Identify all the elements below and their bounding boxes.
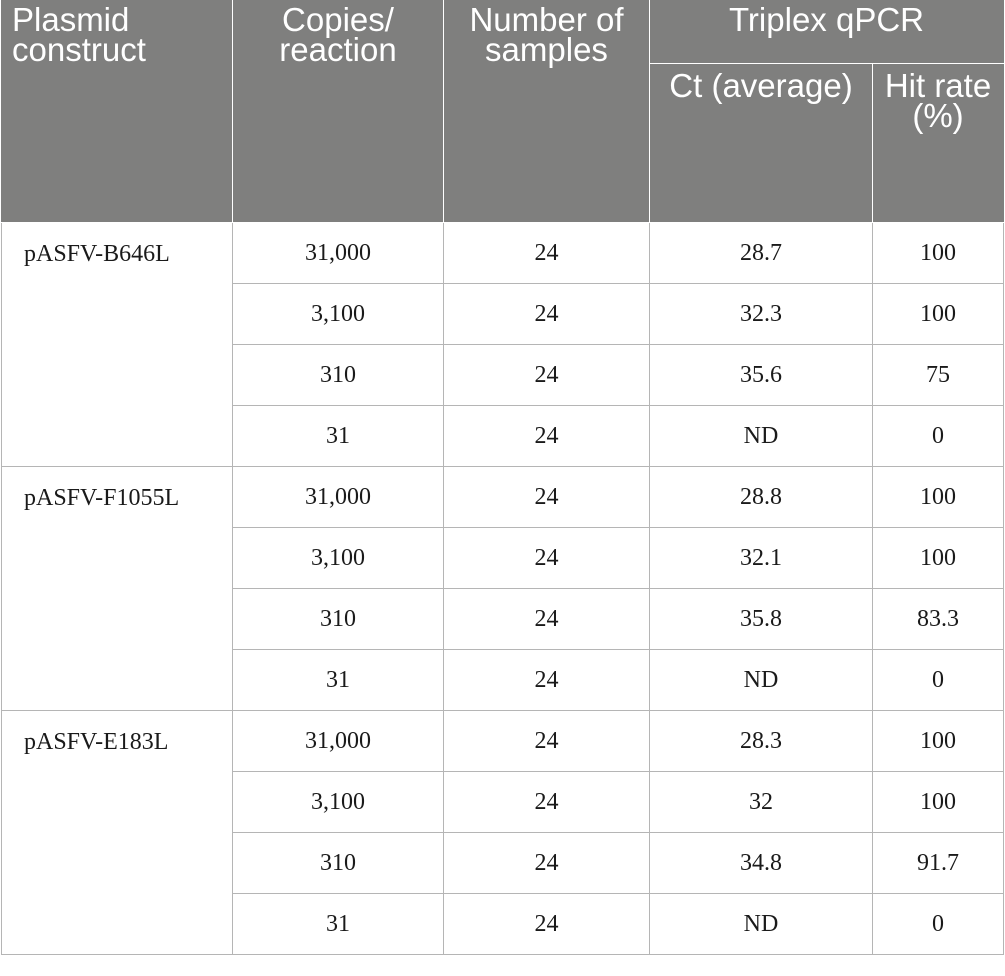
samples-cell: 24 — [443, 588, 650, 650]
results-table: Plasmid construct Copies/ reaction Numbe… — [1, 0, 1004, 955]
hit-rate-cell: 100 — [872, 466, 1004, 528]
table-row: 310 24 35.8 83.3 — [2, 588, 1004, 650]
ct-cell: ND — [649, 649, 873, 711]
copies-cell: 31,000 — [232, 466, 444, 528]
samples-cell: 24 — [443, 649, 650, 711]
hit-rate-cell: 0 — [872, 405, 1004, 467]
header-number-of-samples: Number of samples — [443, 0, 650, 223]
ct-cell: 35.8 — [649, 588, 873, 650]
copies-cell: 31,000 — [232, 222, 444, 284]
copies-cell: 310 — [232, 344, 444, 406]
ct-cell: 32.1 — [649, 527, 873, 589]
table-row: 31 24 ND 0 — [2, 649, 1004, 711]
hit-rate-cell: 75 — [872, 344, 1004, 406]
copies-cell: 310 — [232, 832, 444, 894]
copies-cell: 31 — [232, 649, 444, 711]
copies-cell: 31 — [232, 893, 444, 955]
hit-rate-cell: 100 — [872, 710, 1004, 772]
samples-cell: 24 — [443, 466, 650, 528]
samples-cell: 24 — [443, 527, 650, 589]
table-row: 3,100 24 32 100 — [2, 771, 1004, 833]
header-copies-reaction: Copies/ reaction — [232, 0, 444, 223]
ct-cell: 28.3 — [649, 710, 873, 772]
ct-cell: ND — [649, 405, 873, 467]
header-triplex-qpcr: Triplex qPCR — [649, 0, 1004, 65]
samples-cell: 24 — [443, 710, 650, 772]
header-ct-average: Ct (average) — [649, 63, 873, 223]
samples-cell: 24 — [443, 771, 650, 833]
hit-rate-cell: 100 — [872, 283, 1004, 345]
hit-rate-cell: 100 — [872, 222, 1004, 284]
ct-cell: 34.8 — [649, 832, 873, 894]
copies-cell: 31,000 — [232, 710, 444, 772]
copies-cell: 3,100 — [232, 771, 444, 833]
table-row: 31 24 ND 0 — [2, 405, 1004, 467]
table-body: pASFV-B646L 31,000 24 28.7 100 3,100 24 … — [1, 222, 1004, 955]
table-row: 31 24 ND 0 — [2, 893, 1004, 955]
ct-cell: 28.8 — [649, 466, 873, 528]
table-header: Plasmid construct Copies/ reaction Numbe… — [1, 0, 1004, 223]
copies-cell: 31 — [232, 405, 444, 467]
hit-rate-cell: 100 — [872, 527, 1004, 589]
construct-cell: pASFV-F1055L — [1, 466, 233, 711]
hit-rate-cell: 91.7 — [872, 832, 1004, 894]
copies-cell: 310 — [232, 588, 444, 650]
header-plasmid-construct: Plasmid construct — [1, 0, 233, 223]
construct-cell: pASFV-B646L — [1, 222, 233, 467]
samples-cell: 24 — [443, 344, 650, 406]
samples-cell: 24 — [443, 832, 650, 894]
hit-rate-cell: 100 — [872, 771, 1004, 833]
samples-cell: 24 — [443, 222, 650, 284]
hit-rate-cell: 0 — [872, 893, 1004, 955]
table-row: pASFV-F1055L 31,000 24 28.8 100 — [1, 466, 1004, 711]
construct-cell: pASFV-E183L — [1, 710, 233, 955]
table-row: pASFV-E183L 31,000 24 28.3 100 — [1, 710, 1004, 955]
copies-cell: 3,100 — [232, 527, 444, 589]
table-row: 310 24 34.8 91.7 — [2, 832, 1004, 894]
ct-cell: ND — [649, 893, 873, 955]
samples-cell: 24 — [443, 405, 650, 467]
ct-cell: 32.3 — [649, 283, 873, 345]
header-hit-rate: Hit rate (%) — [872, 63, 1004, 223]
copies-cell: 3,100 — [232, 283, 444, 345]
table-row: pASFV-B646L 31,000 24 28.7 100 — [1, 222, 1004, 467]
hit-rate-cell: 83.3 — [872, 588, 1004, 650]
ct-cell: 32 — [649, 771, 873, 833]
ct-cell: 35.6 — [649, 344, 873, 406]
samples-cell: 24 — [443, 283, 650, 345]
samples-cell: 24 — [443, 893, 650, 955]
hit-rate-cell: 0 — [872, 649, 1004, 711]
ct-cell: 28.7 — [649, 222, 873, 284]
